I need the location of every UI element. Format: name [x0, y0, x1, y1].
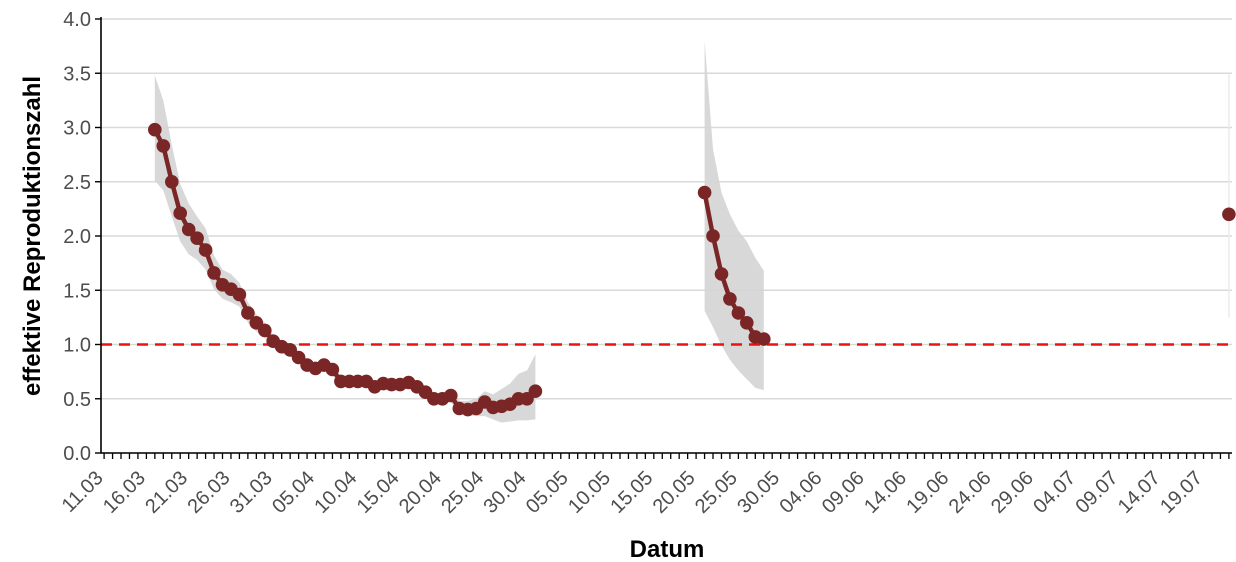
y-tick-label: 1.5: [63, 280, 91, 302]
x-tick-label: 09.07: [1072, 467, 1123, 518]
x-tick-label: 21.03: [141, 467, 192, 518]
data-point: [706, 229, 720, 243]
x-tick-label: 20.05: [649, 467, 700, 518]
y-axis-title: effektive Reproduktionszahl: [19, 76, 46, 396]
x-tick-label: 05.05: [522, 467, 573, 518]
data-point: [1222, 207, 1236, 222]
data-point: [714, 267, 729, 281]
x-tick-label: 15.05: [606, 467, 657, 518]
x-tick-label: 05.04: [268, 467, 319, 518]
data-point: [258, 323, 272, 338]
x-tick-label: 25.05: [691, 467, 742, 518]
data-point: [207, 266, 221, 280]
data-point: [444, 388, 458, 403]
data-point: [165, 175, 179, 189]
data-point: [241, 306, 255, 320]
x-tick-label: 04.06: [776, 467, 827, 518]
y-tick-label: 3.0: [63, 118, 91, 140]
data-point: [173, 206, 187, 220]
data-point: [723, 292, 737, 306]
y-tick-label: 1.0: [63, 335, 91, 357]
data-point: [740, 316, 754, 330]
x-tick-label: 14.07: [1114, 467, 1165, 518]
data-point: [528, 384, 543, 399]
x-tick-label: 31.03: [226, 467, 277, 518]
x-tick-label: 04.07: [1029, 467, 1080, 518]
data-point: [148, 122, 162, 137]
data-point: [232, 287, 247, 302]
x-tick-label: 14.06: [860, 467, 911, 518]
series-points: [148, 122, 1236, 417]
data-point: [156, 139, 171, 153]
x-axis-title: Datum: [630, 536, 705, 562]
x-tick-label: 24.06: [945, 467, 996, 518]
x-tick-label: 25.04: [437, 467, 488, 518]
data-point: [757, 332, 771, 346]
confidence-band: [704, 40, 764, 391]
x-tick-label: 15.04: [353, 467, 404, 518]
y-tick-label: 3.5: [63, 63, 91, 85]
x-tick-label: 16.03: [99, 467, 150, 518]
x-tick-label: 10.04: [310, 467, 361, 518]
data-point: [181, 222, 196, 237]
x-tick-label: 10.05: [564, 467, 615, 518]
data-point: [198, 243, 213, 257]
x-tick-label: 29.06: [987, 467, 1038, 518]
y-tick-label: 2.5: [63, 172, 91, 194]
y-tick-label: 0.0: [63, 443, 91, 465]
x-tick-label: 09.06: [818, 467, 869, 518]
series-lines: [152, 128, 765, 412]
data-point: [697, 185, 712, 200]
y-tick-label: 2.0: [63, 226, 91, 248]
x-tick-label: 11.03: [58, 467, 108, 517]
data-point: [325, 362, 340, 377]
y-tick-label: 4.0: [63, 9, 91, 31]
gridlines: [101, 18, 1232, 454]
x-tick-label: 30.04: [480, 467, 531, 518]
axes: 0.0 0.5 1.0 1.5 2.0 2.5 3.0 3.5 4.0 11.0316.0321.…: [58, 9, 1232, 518]
x-tick-label: 26.03: [184, 467, 235, 518]
y-tick-label: 0.5: [63, 389, 91, 411]
x-tick-label: 20.04: [395, 467, 446, 518]
x-tick-label: 19.07: [1156, 467, 1207, 518]
confidence-bands: [154, 40, 1230, 423]
x-tick-label: 30.05: [733, 467, 784, 518]
data-point: [190, 231, 204, 245]
x-tick-label: 19.06: [902, 467, 953, 518]
data-point: [731, 306, 746, 320]
